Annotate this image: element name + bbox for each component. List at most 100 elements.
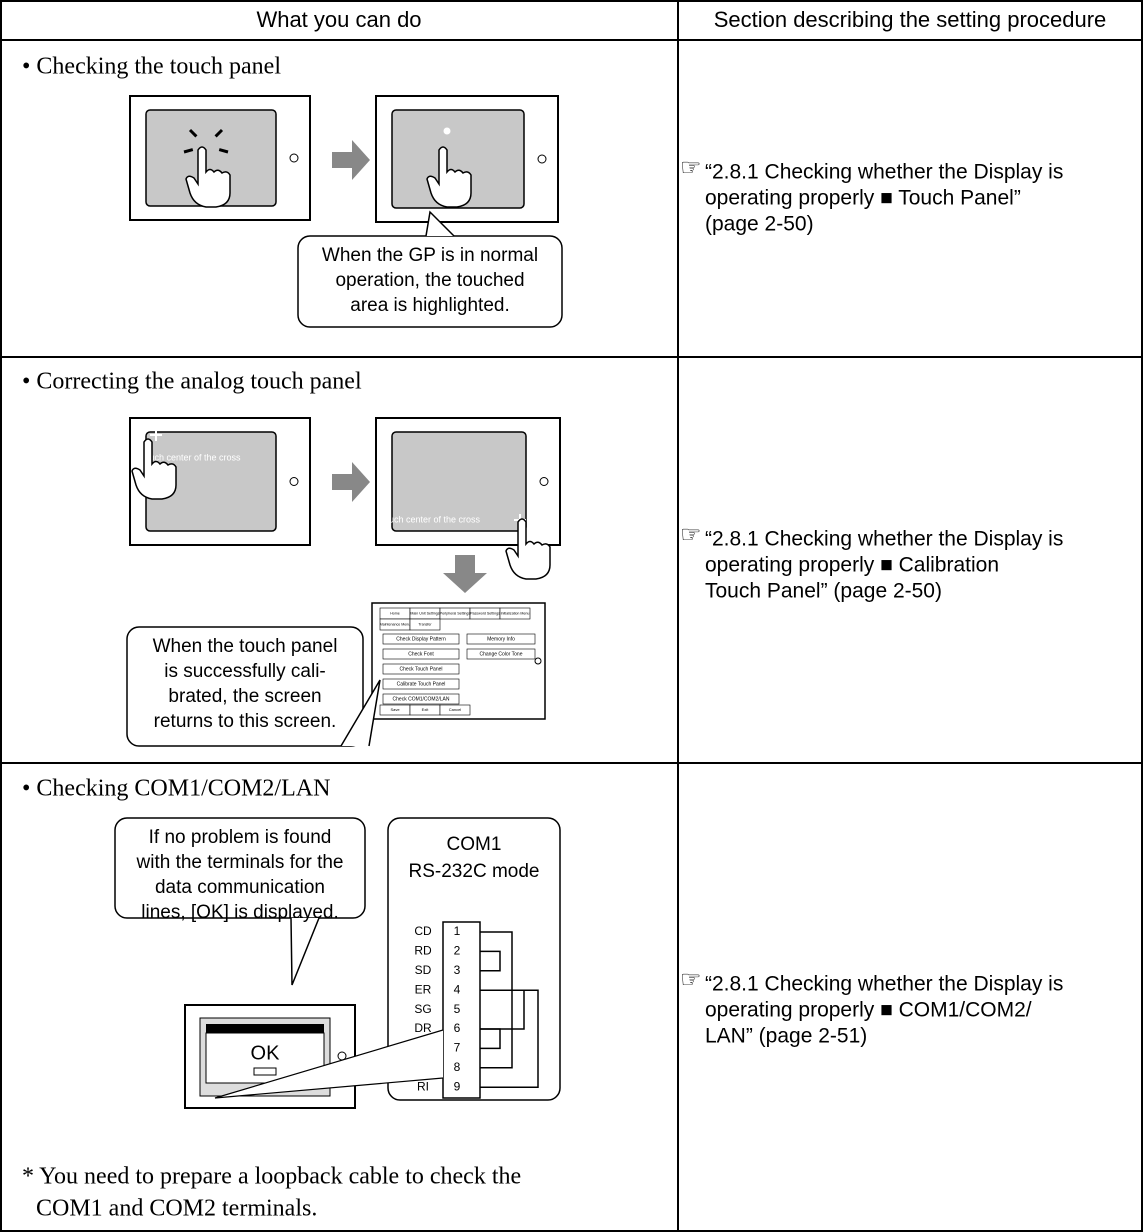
row-title: • Checking the touch panel	[22, 54, 281, 80]
callout-box	[114, 817, 366, 919]
callout-box	[126, 626, 364, 747]
menu-button	[382, 648, 460, 660]
reference-text: “2.8.1 Checking whether the Display is	[705, 161, 1063, 184]
pin-number: 6	[454, 1021, 461, 1035]
note-text: COM1 and COM2 terminals.	[36, 1196, 317, 1222]
menu-button-text: Change Color Tone	[480, 651, 523, 657]
tap-mark	[218, 148, 229, 154]
menu-button-text: Memory Info	[487, 636, 515, 642]
callout-pointer	[425, 210, 455, 237]
menu-button	[382, 663, 460, 675]
menu-tab-text: Maintenance Menu	[380, 622, 411, 626]
hand-icon	[131, 438, 177, 500]
menu-tab-text: Initialization Menu	[501, 611, 530, 615]
signal-label: RI	[417, 1079, 429, 1093]
menu-tab-text: Main Unit Settings	[410, 611, 439, 615]
callout-text: is successfully cali-	[164, 661, 326, 682]
pin-number: 4	[454, 982, 461, 996]
reference-text: LAN” (page 2-51)	[705, 1025, 867, 1048]
arrow	[332, 140, 370, 180]
menu-bottom-text: Save	[390, 707, 400, 712]
pin-number: 3	[454, 963, 461, 977]
loopback-wire	[480, 931, 513, 1069]
arrow	[332, 462, 370, 502]
menu-tab-text: Password Settings	[470, 611, 500, 615]
row-title: • Checking COM1/COM2/LAN	[22, 776, 330, 802]
header-text: Section describing the setting procedure	[714, 7, 1107, 32]
menu-tab	[499, 607, 531, 620]
screen-text: Touch center of the cross	[379, 514, 480, 524]
callout-pointer	[340, 679, 381, 747]
pointer-icon: ☞	[680, 966, 702, 993]
pin-number: 8	[454, 1060, 461, 1074]
menu-button-text: Check Display Pattern	[396, 636, 446, 642]
pointer-icon: ☞	[680, 154, 702, 181]
tap-mark	[188, 128, 198, 138]
menu-button	[382, 633, 460, 645]
menu-button-text: Check Font	[408, 651, 434, 657]
callout-text: data communication	[155, 877, 325, 898]
hand-icon	[185, 146, 231, 208]
reference-text: operating properly ■ COM1/COM2/	[705, 999, 1032, 1022]
signal-label: SG	[414, 1002, 431, 1016]
header-text: What you can do	[256, 7, 421, 32]
reference-text: “2.8.1 Checking whether the Display is	[705, 528, 1063, 551]
hand-icon	[426, 146, 472, 208]
panel-led	[534, 657, 542, 665]
pointer-icon: ☞	[680, 521, 702, 548]
cross	[150, 429, 162, 441]
reference-text: Touch Panel” (page 2-50)	[705, 580, 942, 603]
menu-bottom-text: Cancel	[449, 707, 462, 712]
arrow	[443, 555, 487, 593]
menu-tab-text: Home	[390, 611, 400, 615]
row-title: • Correcting the analog touch panel	[22, 369, 362, 395]
menu-button-text: Calibrate Touch Panel	[397, 681, 446, 687]
menu-button	[382, 693, 460, 705]
menu-button	[466, 633, 536, 645]
callout-text: When the touch panel	[153, 636, 338, 657]
com-mode: RS-232C mode	[409, 861, 540, 882]
menu-button	[382, 678, 460, 690]
signal-label: SD	[415, 963, 432, 977]
callout-text: brated, the screen	[168, 686, 321, 707]
hand-icon	[505, 518, 551, 580]
pin-number: 7	[454, 1041, 461, 1055]
pin-number: 9	[454, 1079, 461, 1093]
panel-led	[537, 154, 547, 164]
menu-button-text: Check COM1/COM2/LAN	[393, 696, 450, 702]
panel-led	[539, 477, 549, 486]
signal-label: ER	[415, 982, 432, 996]
ok-text: OK	[251, 1042, 281, 1064]
ok-button	[253, 1067, 277, 1076]
tap-mark	[214, 128, 224, 138]
menu-tab-text: Transfer	[418, 622, 432, 626]
signal-label: DR	[414, 1021, 432, 1035]
callout-text: If no problem is found	[149, 827, 332, 848]
loopback-wire	[480, 950, 501, 972]
callout-text: lines, [OK] is displayed.	[141, 902, 338, 923]
tap-mark	[183, 148, 194, 154]
com-title: COM1	[447, 834, 502, 855]
panel-led	[289, 477, 299, 486]
callout-text: area is highlighted.	[350, 295, 510, 316]
callout-text: When the GP is in normal	[322, 245, 538, 266]
panel-led	[289, 153, 299, 163]
reference-text: “2.8.1 Checking whether the Display is	[705, 973, 1063, 996]
menu-button	[466, 648, 536, 660]
panel-screen	[391, 431, 527, 532]
signal-label: CD	[414, 924, 432, 938]
screen-text: Touch center of the cross	[140, 452, 241, 462]
menu-tab	[409, 618, 441, 631]
loopback-wire	[480, 989, 525, 1030]
reference-text: operating properly ■ Touch Panel”	[705, 187, 1021, 210]
callout-text: operation, the touched	[335, 270, 524, 291]
menu-bottom-text: Exit	[422, 707, 430, 712]
pin-number: 5	[454, 1002, 461, 1016]
panel-screen	[391, 109, 525, 209]
callout-pointer	[290, 917, 320, 986]
menu-tab-text: Peripheral Settings	[440, 611, 471, 615]
reference-text: (page 2-50)	[705, 213, 814, 236]
pin-number: 2	[454, 944, 461, 958]
